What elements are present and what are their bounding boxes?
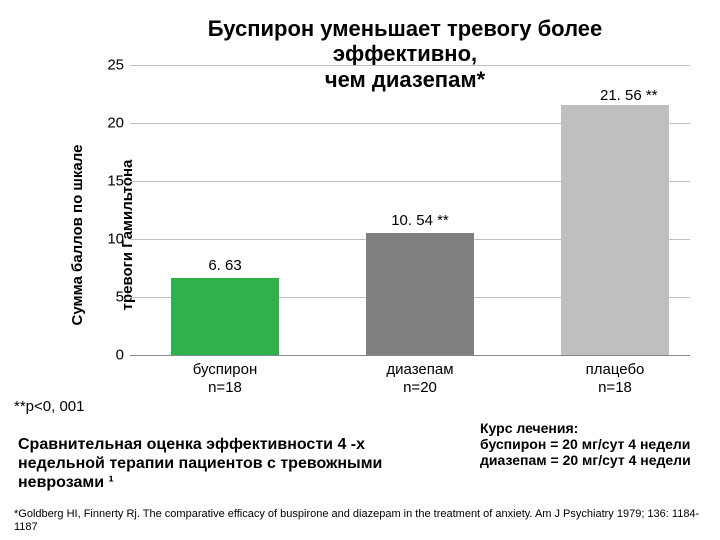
- y-tick-label: 10: [107, 231, 130, 248]
- x-tick-label: буспирон n=18: [140, 361, 310, 397]
- bar-value-label: 10. 54 **: [330, 212, 510, 229]
- ylabel-line: Сумма баллов по шкале: [70, 135, 87, 335]
- bar: [171, 278, 279, 355]
- y-tick-label: 5: [116, 289, 130, 306]
- x-tick-label: плацебо n=18: [530, 361, 700, 397]
- course-line: диазепам = 20 мг/сут 4 недели: [480, 452, 710, 468]
- y-tick-label: 0: [116, 347, 130, 364]
- slide: Буспирон уменьшает тревогу более эффекти…: [0, 0, 720, 540]
- footnote-citation: *Goldberg HI, Finnerty Rj. The comparati…: [14, 508, 706, 533]
- plot-area: 05101520256. 6310. 54 **: [130, 65, 690, 356]
- y-tick-label: 25: [107, 57, 130, 74]
- p-value-note: **p<0, 001: [14, 398, 84, 415]
- gridline: [130, 65, 690, 66]
- x-tick-label: диазепам n=20: [335, 361, 505, 397]
- y-tick-label: 20: [107, 115, 130, 132]
- bar-value-label: 6. 63: [135, 257, 315, 274]
- bar: [366, 233, 474, 355]
- y-tick-label: 15: [107, 173, 130, 190]
- bar-chart: 05101520256. 6310. 54 ** буспирон n=18ди…: [110, 65, 690, 380]
- top-bar-label: 21. 56 **: [600, 87, 658, 104]
- course-line: Курс лечения:: [480, 420, 710, 436]
- bar: [561, 105, 669, 355]
- course-info: Курс лечения: буспирон = 20 мг/сут 4 нед…: [480, 420, 710, 468]
- course-line: буспирон = 20 мг/сут 4 недели: [480, 436, 710, 452]
- subtitle-text: Сравнительная оценка эффективности 4 -х …: [18, 435, 438, 493]
